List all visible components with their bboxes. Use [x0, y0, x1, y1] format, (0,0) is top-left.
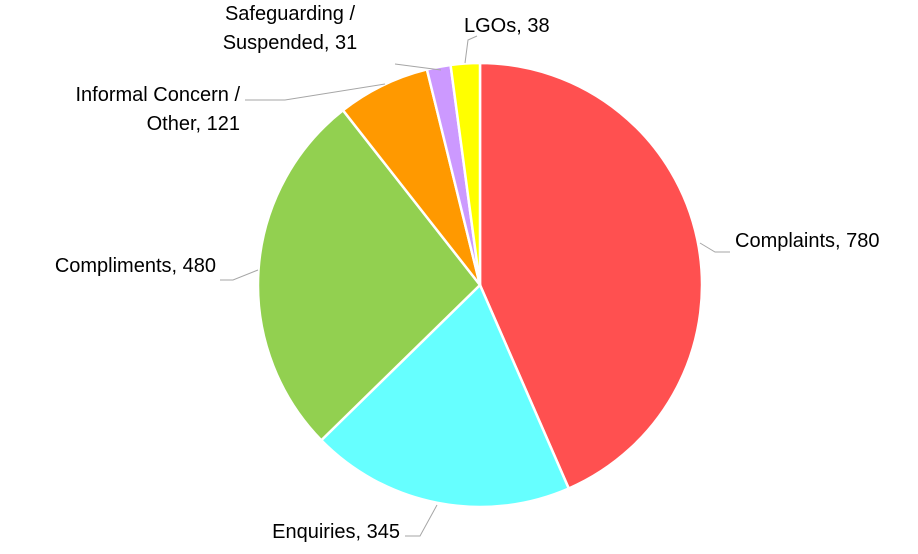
data-label: Complaints, 780	[735, 230, 880, 252]
leader-line	[405, 504, 438, 537]
data-label: LGOs, 38	[464, 15, 550, 37]
data-label: Compliments, 480	[55, 255, 216, 277]
pie-slice	[449, 61, 482, 286]
leader-line	[394, 63, 442, 71]
pie-slice	[478, 61, 704, 491]
leader-line	[699, 242, 730, 253]
pie-slice	[256, 108, 482, 443]
data-label: Enquiries, 345	[272, 521, 400, 543]
leader-line	[220, 269, 259, 281]
leader-line	[245, 83, 386, 101]
pie-slice	[319, 282, 571, 509]
leader-line	[464, 35, 478, 64]
data-label: Informal Concern / Other, 121	[75, 84, 240, 135]
data-label: Safeguarding / Suspended, 31	[223, 3, 358, 54]
